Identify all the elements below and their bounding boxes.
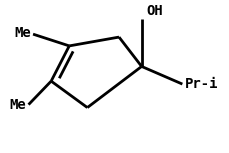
Text: Me: Me — [10, 98, 26, 112]
Text: OH: OH — [146, 4, 163, 18]
Text: Me: Me — [14, 26, 31, 40]
Text: Pr-i: Pr-i — [185, 77, 218, 91]
